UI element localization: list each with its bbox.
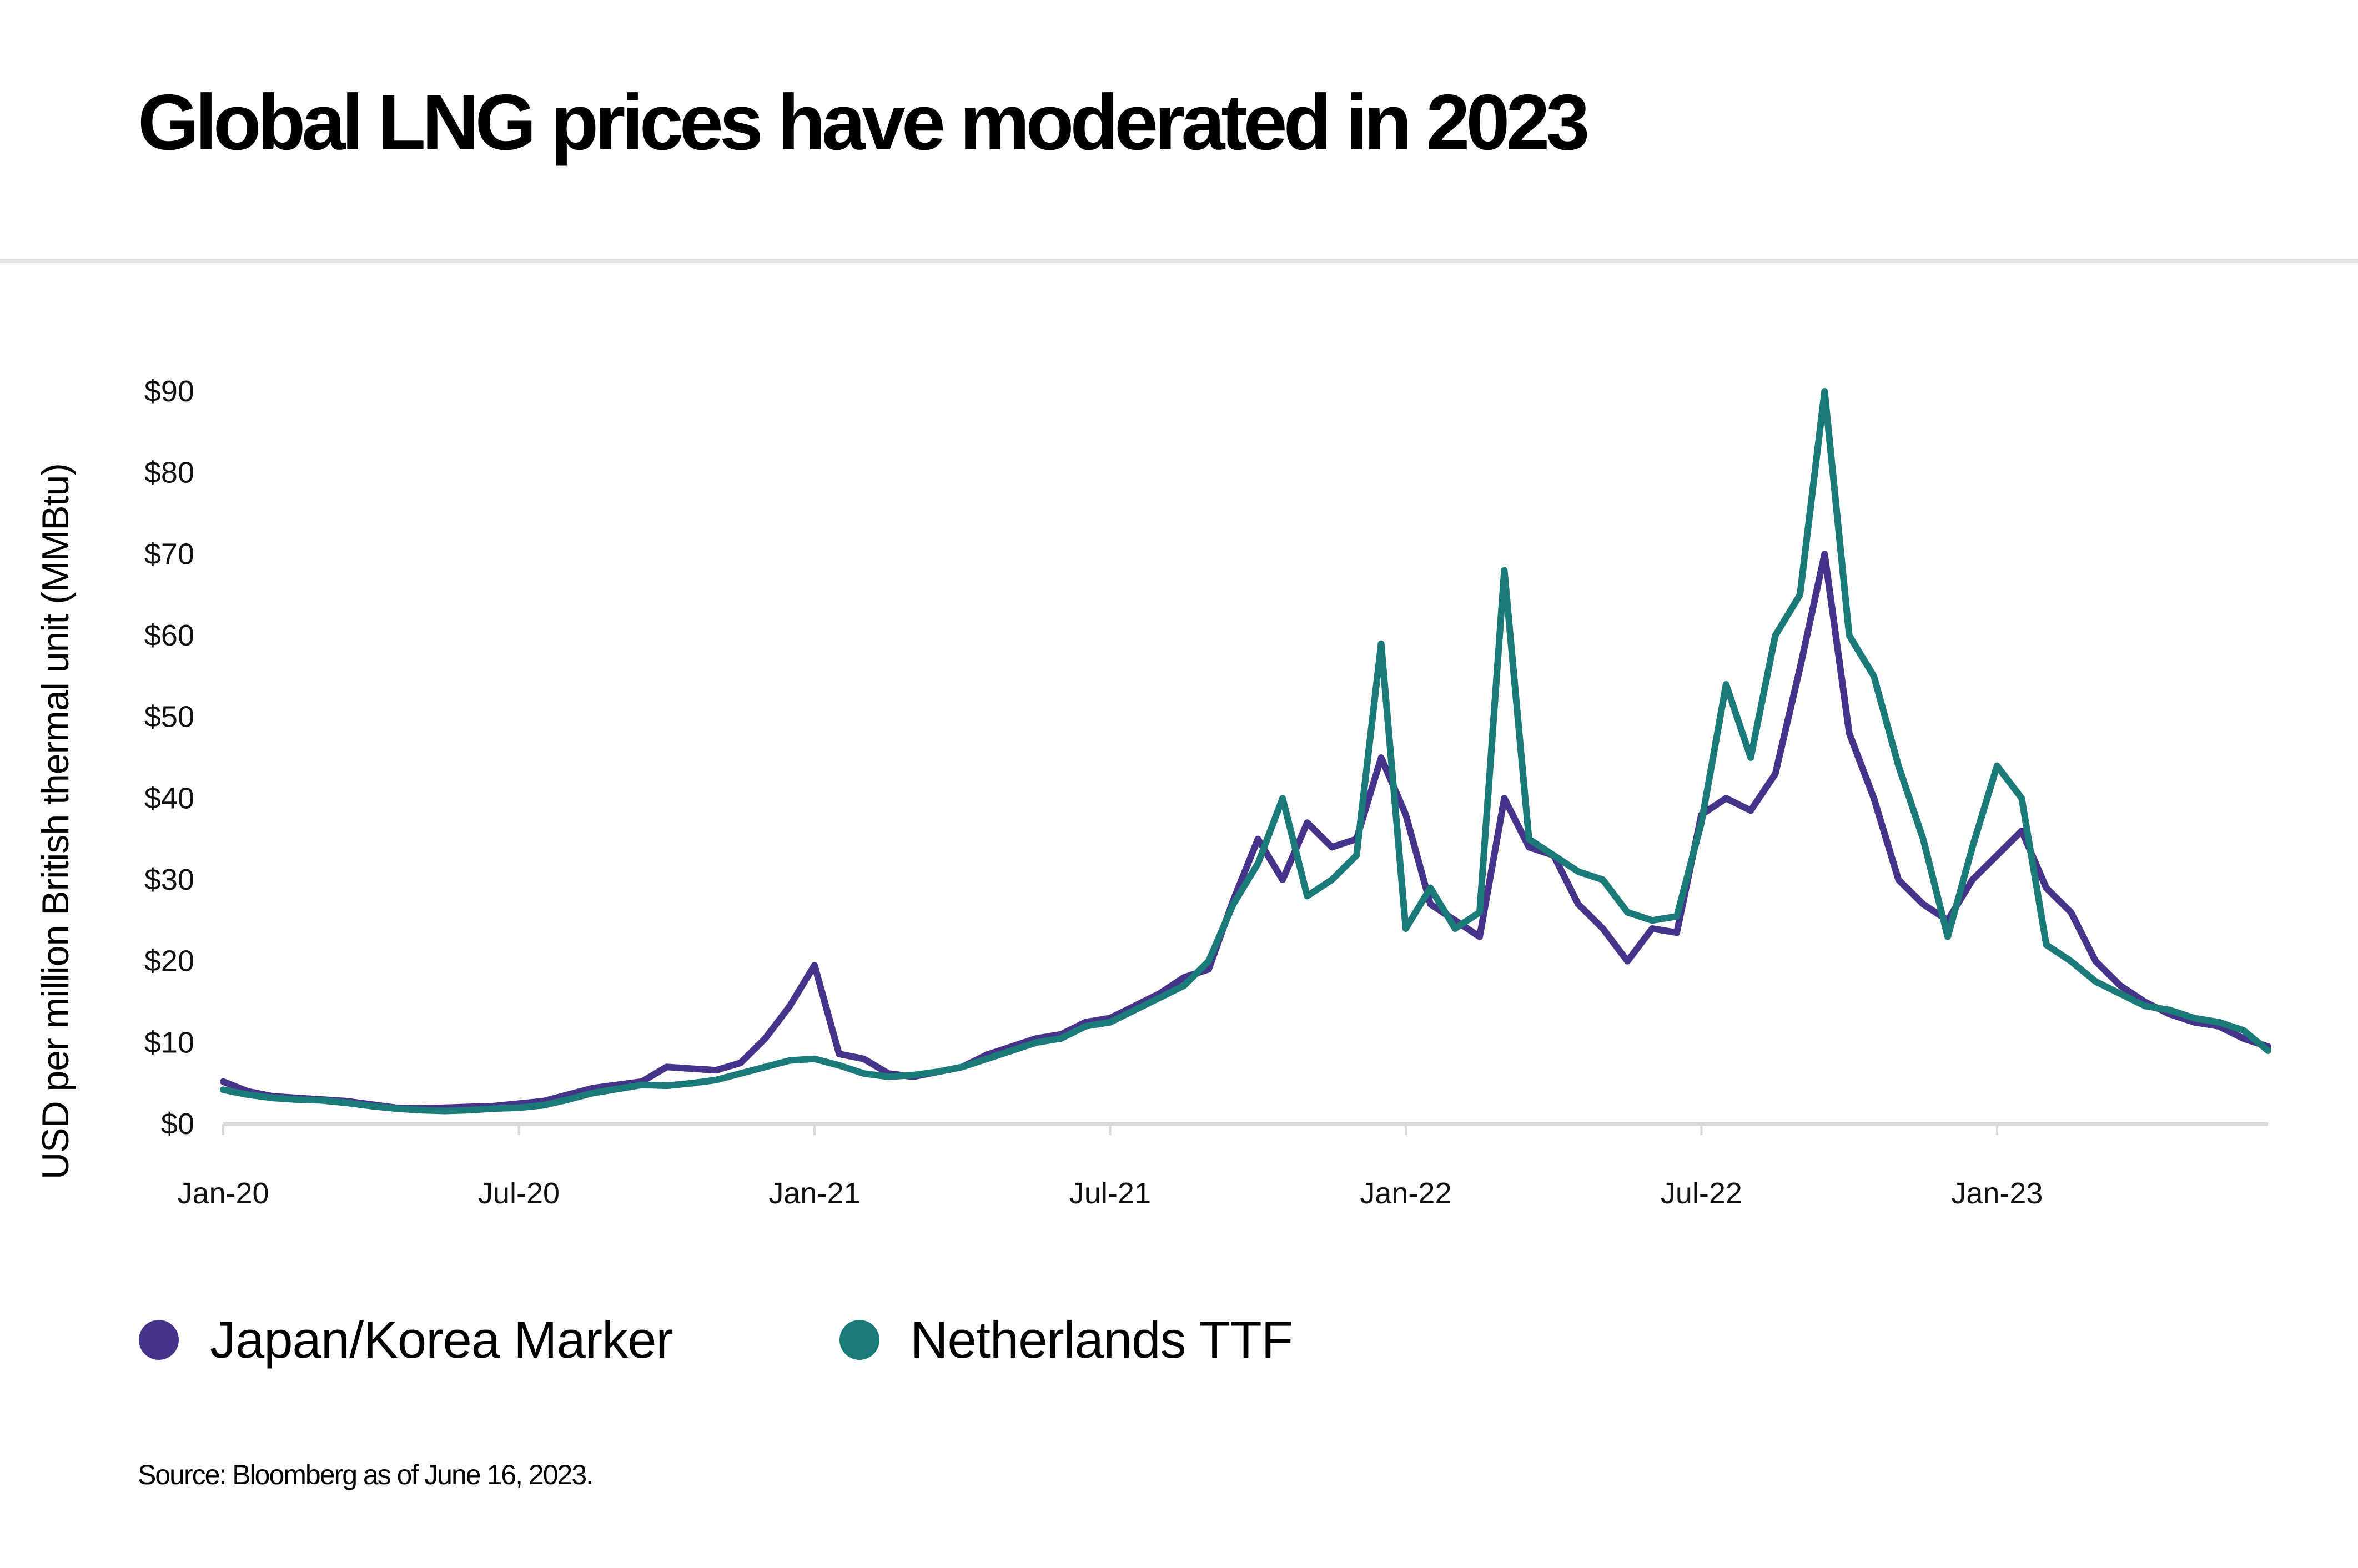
y-tick-label: $90 <box>144 375 194 408</box>
series-layer <box>220 388 2271 1115</box>
legend-label-ttf: Netherlands TTF <box>910 1310 1294 1369</box>
x-tick-label: Jan-21 <box>768 1177 860 1210</box>
legend-dot-ttf-icon <box>839 1320 879 1360</box>
x-tick-label: Jul-20 <box>478 1177 560 1210</box>
legend-dot-jkm-icon <box>139 1320 179 1360</box>
y-tick-label: $40 <box>144 782 194 815</box>
y-tick-label: $60 <box>144 619 194 652</box>
legend-item-jkm: Japan/Korea Marker <box>139 1310 673 1370</box>
x-tick-label: Jan-20 <box>177 1177 269 1210</box>
y-axis-ticks: $0 $10 $20 $30 $40 $50 $60 $70 $80 $90 <box>144 375 194 1141</box>
legend: Japan/Korea Marker Netherlands TTF <box>139 1310 1459 1370</box>
source-note: Source: Bloomberg as of June 16, 2023. <box>138 1459 594 1490</box>
chart-title: Global LNG prices have moderated in 2023 <box>138 78 1590 167</box>
y-tick-label: $10 <box>144 1026 194 1059</box>
x-tick-label: Jan-23 <box>1951 1177 2043 1210</box>
y-tick-label: $30 <box>144 863 194 896</box>
legend-item-ttf: Netherlands TTF <box>839 1310 1293 1370</box>
y-tick-label: $20 <box>144 945 194 978</box>
series-line-netherlands-ttf <box>220 388 2271 1115</box>
x-axis: Jan-20 Jul-20 Jan-21 Jul-21 Jan-22 Jul-22 Jan-… <box>177 1122 2268 1210</box>
header-divider <box>0 259 2358 263</box>
y-tick-label: $50 <box>144 700 194 734</box>
y-tick-label: $0 <box>161 1107 194 1141</box>
x-tick-label: Jul-21 <box>1069 1177 1151 1210</box>
y-tick-label: $70 <box>144 537 194 571</box>
legend-label-jkm: Japan/Korea Marker <box>210 1310 673 1369</box>
series-line-japan-korea-marker <box>220 551 2271 1112</box>
x-tick-label: Jan-22 <box>1360 1177 1451 1210</box>
x-tick-label: Jul-22 <box>1661 1177 1742 1210</box>
y-tick-label: $80 <box>144 456 194 490</box>
